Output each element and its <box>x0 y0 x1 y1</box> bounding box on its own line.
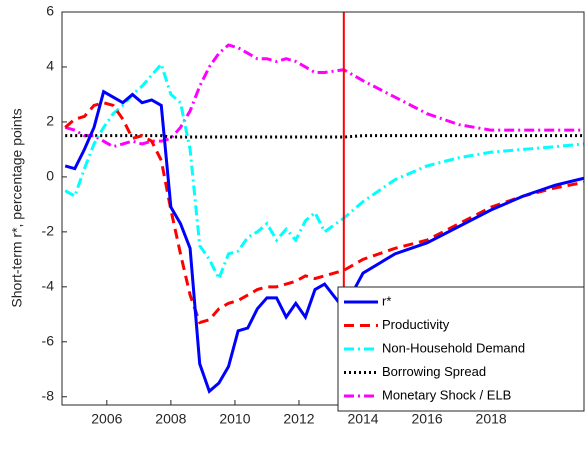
legend: r* Productivity Non-Household Demand Borrow… <box>337 286 585 412</box>
series-line <box>64 101 585 325</box>
y-tick-label: 0 <box>46 168 54 184</box>
legend-label: Borrowing Spread <box>382 364 486 379</box>
plot-frame <box>61 11 585 406</box>
y-tick-label: 2 <box>46 113 54 129</box>
legend-label: Non-Household Demand <box>382 340 525 355</box>
y-tick-label: 4 <box>46 58 54 74</box>
x-tick-label: 2016 <box>412 411 443 427</box>
x-tick-label: 2012 <box>283 411 314 427</box>
y-tick-label: -8 <box>42 387 55 403</box>
y-tick-label: -6 <box>42 332 55 348</box>
x-tick-label: 2010 <box>219 411 250 427</box>
y-tick-label: 6 <box>46 3 54 19</box>
x-tick-label: 2014 <box>347 411 378 427</box>
series-line <box>64 43 584 149</box>
series-line <box>64 61 585 283</box>
x-tick-label: 2008 <box>155 411 186 427</box>
x-tick-label: 2006 <box>91 411 122 427</box>
legend-label: Productivity <box>382 317 450 332</box>
legend-label: r* <box>382 293 391 308</box>
legend-label: Monetary Shock / ELB <box>382 387 511 402</box>
x-tick-label: 2018 <box>476 411 507 427</box>
series-line <box>65 134 584 139</box>
y-axis-label: Short-term r*, percentage points <box>9 108 25 307</box>
y-tick-label: -2 <box>42 223 55 239</box>
y-tick-label: -4 <box>42 278 55 294</box>
series-line <box>64 89 585 394</box>
legend-box <box>337 286 585 412</box>
